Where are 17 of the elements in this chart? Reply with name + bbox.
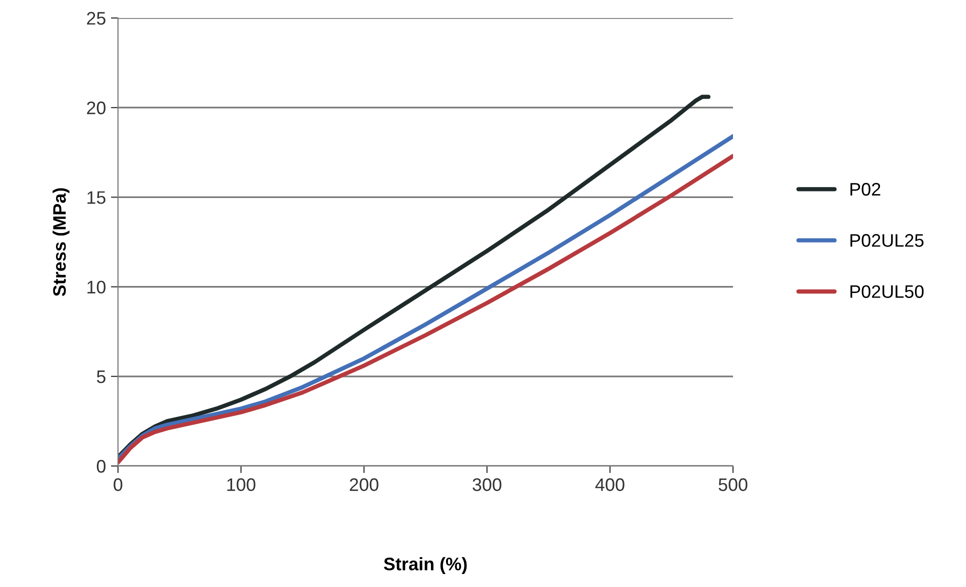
x-axis-title: Strain (%) [384,557,467,574]
y-tick-label: 20 [87,102,106,114]
y-axis-title: Stress (MPa) [52,188,70,296]
x-tick-label: 200 [350,478,378,492]
legend-label: P02 [850,182,880,196]
y-tick-label: 0 [96,460,106,473]
y-tick-label: 15 [87,191,106,204]
y-tick-label: 10 [87,280,106,294]
x-tick-label: 0 [114,478,122,492]
x-tick-label: 100 [227,478,256,492]
x-tick-label: 500 [718,478,748,492]
x-tick-label: 400 [595,478,624,492]
legend-label: P02UL25 [850,234,924,247]
y-tick-label: 5 [96,370,106,384]
y-tick-label: 25 [87,12,106,25]
legend-label: P02UL50 [850,285,924,298]
x-tick-label: 300 [472,478,502,492]
